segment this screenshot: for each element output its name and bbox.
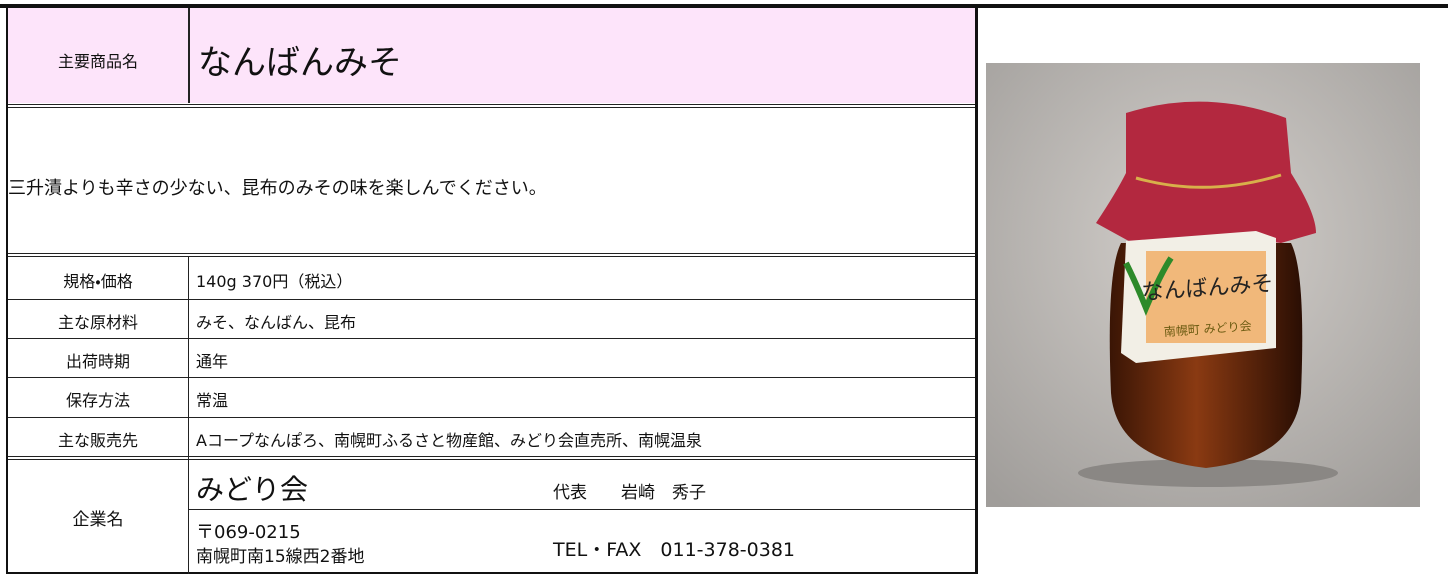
- contact: TEL・FAX 011-378-0381: [553, 539, 795, 561]
- divider: [8, 253, 975, 257]
- spec-value: 通年: [196, 351, 229, 371]
- leaf-mark: [1123, 256, 1174, 316]
- divider: [188, 299, 189, 338]
- spec-value: みそ、なんばん、昆布: [196, 312, 357, 332]
- header-label: 主要商品名: [57, 52, 138, 71]
- company-label: 企業名: [72, 510, 124, 530]
- spec-value: 140g 370円（税込）: [196, 272, 353, 291]
- divider: [8, 456, 975, 460]
- jar-label-sub: 南幌町 みどり会: [1163, 318, 1252, 339]
- representative: 代表 岩崎 秀子: [553, 483, 706, 503]
- divider: [8, 104, 975, 108]
- column-rule: [975, 6, 978, 574]
- divider: [8, 338, 975, 339]
- divider: [188, 338, 189, 377]
- company-name: みどり会: [196, 473, 309, 506]
- divider: [188, 377, 189, 417]
- spec-label: 主な販売先: [57, 430, 138, 450]
- divider: [8, 299, 975, 300]
- divider: [8, 417, 975, 418]
- shadow: [1078, 459, 1338, 487]
- divider: [188, 257, 189, 299]
- divider: [188, 8, 190, 103]
- description: 三升漬よりも辛さの少ない、昆布のみその味を楽しんでください。: [8, 178, 547, 199]
- string: [1135, 173, 1282, 189]
- spec-value: 常温: [196, 391, 229, 410]
- product-photo: なんばんみそ 南幌町 みどり会: [986, 63, 1420, 507]
- header-row: [8, 8, 975, 103]
- spec-label: 出荷時期: [65, 351, 130, 371]
- jar-cover: [1096, 101, 1316, 245]
- spec-label: 規格・価格: [63, 272, 133, 291]
- divider: [188, 417, 189, 456]
- divider: [189, 509, 975, 510]
- postal-code: 〒069-0215: [196, 522, 301, 543]
- divider: [188, 456, 189, 574]
- product-name: なんばんみそ: [198, 43, 402, 83]
- spec-label: 保存方法: [65, 391, 130, 410]
- divider: [8, 377, 975, 378]
- spec-value: Aコープなんぽろ、南幌町ふるさと物産館、みどり会直売所、南幌温泉: [196, 430, 702, 450]
- spec-label: 主な原材料: [57, 312, 138, 332]
- address: 南幌町南15線西2番地: [196, 547, 365, 567]
